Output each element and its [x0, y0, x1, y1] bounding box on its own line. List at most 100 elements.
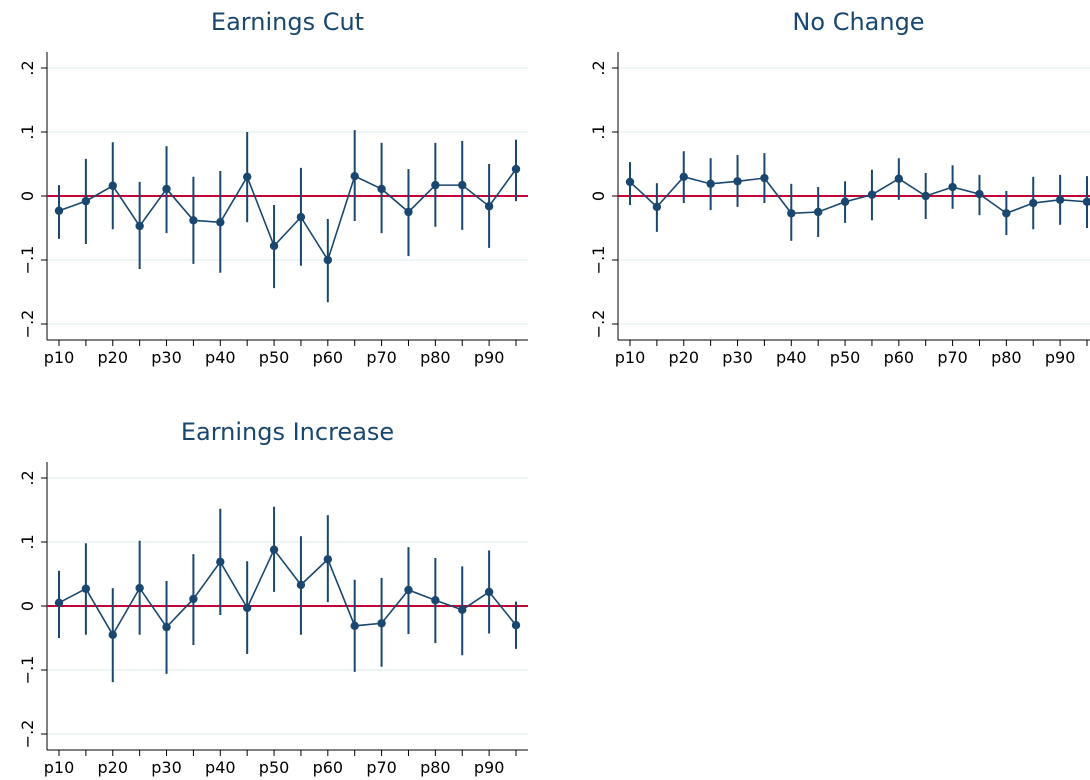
- x-tick-label: p90: [474, 758, 505, 777]
- point: [706, 179, 715, 189]
- series-line: [58, 168, 517, 262]
- point: [296, 212, 306, 222]
- series-line: [58, 548, 517, 637]
- point: [242, 603, 252, 613]
- panel: No Change −.2 −.1 0 .1 .2 p10 p20 p30 p40 p50 p60 p7…: [589, 8, 1090, 367]
- point: [404, 207, 413, 217]
- point: [840, 197, 850, 206]
- point: [921, 191, 930, 201]
- x-tick-label: p80: [420, 348, 451, 367]
- point: [404, 585, 413, 595]
- y-tick-label: .1: [18, 124, 37, 139]
- x-tick-label: p40: [205, 758, 236, 777]
- point: [216, 218, 225, 227]
- x-tick-label: p50: [259, 348, 290, 367]
- point: [350, 171, 359, 181]
- point: [135, 583, 144, 593]
- point: [813, 207, 823, 217]
- point: [431, 596, 440, 605]
- point: [733, 177, 742, 186]
- x-tick-label: p60: [313, 758, 344, 777]
- y-tick-label: −.1: [18, 246, 37, 275]
- x-tick-label: p30: [722, 348, 753, 367]
- y-tick-label: −.1: [589, 246, 608, 275]
- point: [377, 619, 386, 628]
- point: [458, 605, 467, 615]
- point: [296, 580, 306, 590]
- x-tick-label: p10: [615, 348, 646, 367]
- point: [189, 594, 198, 604]
- point: [625, 177, 635, 187]
- point: [108, 181, 117, 190]
- x-tick-label: p60: [884, 348, 915, 367]
- point: [350, 621, 359, 631]
- y-tick-label: 0: [18, 191, 37, 201]
- y-tick-label: −.2: [589, 310, 608, 339]
- panel: Earnings Increase −.2 −.1 0 .1 .2 p10 p20 p30 p40…: [18, 418, 528, 777]
- x-tick-label: p40: [205, 348, 236, 367]
- panel: Earnings Cut −.2 −.1 0 .1 .2 p10 p20 p30 p40 p50 p6…: [18, 8, 528, 367]
- y-tick-label: 0: [589, 191, 608, 201]
- x-tick-label: p50: [259, 758, 290, 777]
- x-tick-label: p70: [366, 348, 397, 367]
- point: [54, 206, 64, 215]
- x-tick-label: p80: [420, 758, 451, 777]
- y-tick-label: −.2: [18, 720, 37, 749]
- y-tick-label: −.1: [18, 656, 37, 685]
- y-tick-label: .1: [589, 124, 608, 139]
- x-tick-label: p90: [474, 348, 505, 367]
- point: [894, 174, 904, 183]
- point: [269, 545, 279, 554]
- x-tick-label: p40: [776, 348, 807, 367]
- panel-title: No Change: [792, 8, 924, 36]
- x-tick-label: p70: [937, 348, 968, 367]
- panel-title: Earnings Increase: [181, 418, 394, 446]
- x-tick-label: p20: [669, 348, 700, 367]
- point: [975, 189, 984, 199]
- x-tick-label: p10: [44, 348, 75, 367]
- point: [108, 630, 117, 639]
- point: [760, 173, 769, 183]
- x-tick-label: p20: [98, 758, 129, 777]
- series-line: [629, 175, 1088, 215]
- point: [787, 209, 796, 218]
- x-tick-label: p80: [991, 348, 1022, 367]
- point: [948, 182, 957, 192]
- point: [458, 180, 467, 190]
- point: [431, 180, 440, 190]
- point: [484, 587, 494, 597]
- y-tick-label: .1: [18, 534, 37, 549]
- point: [135, 221, 144, 231]
- point: [1055, 195, 1065, 205]
- y-tick-label: .2: [18, 60, 37, 75]
- y-tick-label: −.2: [18, 310, 37, 339]
- point: [652, 202, 662, 212]
- point: [511, 621, 521, 630]
- point: [867, 190, 877, 199]
- point: [511, 164, 521, 174]
- panel-title: Earnings Cut: [211, 8, 364, 36]
- x-tick-label: p10: [44, 758, 75, 777]
- point: [323, 555, 333, 564]
- point: [1029, 198, 1038, 208]
- y-tick-label: .2: [18, 470, 37, 485]
- point: [242, 172, 252, 181]
- point: [1002, 209, 1011, 218]
- point: [679, 172, 688, 181]
- point: [81, 584, 91, 593]
- point: [377, 184, 386, 194]
- x-tick-label: p30: [151, 348, 182, 367]
- x-tick-label: p30: [151, 758, 182, 777]
- x-tick-label: p70: [366, 758, 397, 777]
- point: [162, 622, 171, 632]
- x-tick-label: p20: [98, 348, 129, 367]
- y-tick-label: .2: [589, 60, 608, 75]
- x-tick-label: p50: [830, 348, 861, 367]
- x-tick-label: p90: [1045, 348, 1076, 367]
- point: [216, 557, 225, 567]
- x-tick-label: p60: [313, 348, 344, 367]
- point: [323, 255, 333, 265]
- point: [189, 216, 198, 225]
